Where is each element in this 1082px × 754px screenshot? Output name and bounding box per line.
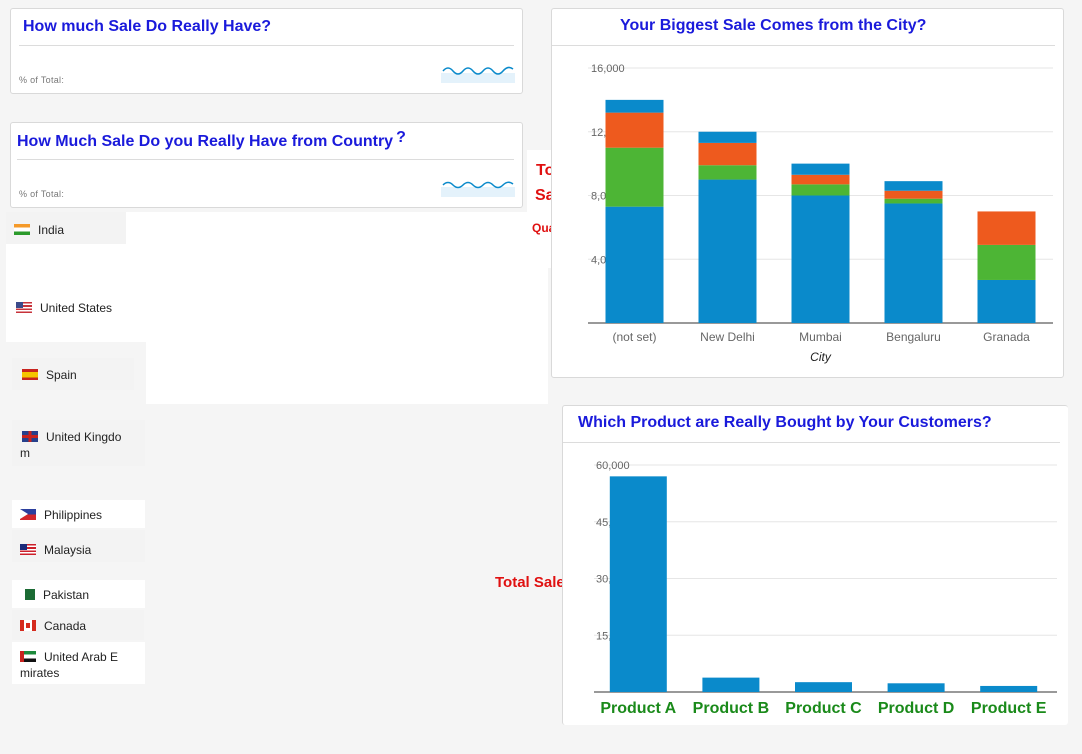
sparkline-icon	[441, 181, 515, 197]
divider	[552, 45, 1055, 46]
city-chart-title: Your Biggest Sale Comes from the City?	[620, 17, 927, 34]
country-row[interactable]: United Arab E mirates	[12, 642, 145, 684]
country-name: Malaysia	[44, 543, 92, 557]
country-name: India	[38, 223, 65, 237]
country-row[interactable]: Philippines	[12, 500, 145, 528]
scorecard-title: How Much Sale Do you Really Have from Co…	[17, 129, 406, 151]
divider	[19, 45, 514, 46]
country-name: Pakistan	[43, 588, 90, 602]
country-list-panel	[146, 340, 548, 404]
us-flag-icon	[16, 302, 32, 313]
country-name: Spain	[46, 368, 77, 382]
city-chart-card: Your Biggest Sale Comes from the City?	[551, 8, 1064, 378]
uae-flag-icon	[20, 651, 36, 662]
sparkline-icon	[441, 66, 515, 83]
divider	[17, 159, 514, 160]
philippines-flag-icon	[20, 509, 36, 520]
country-name: Philippines	[44, 508, 103, 522]
country-row[interactable]: Spain	[12, 358, 134, 390]
country-row[interactable]: India	[6, 212, 126, 244]
country-sales-scorecard: How Much Sale Do you Really Have from Co…	[10, 122, 523, 208]
total-sale-label: Total Sale	[495, 574, 565, 591]
country-row[interactable]: Pakistan	[12, 580, 145, 608]
canada-flag-icon	[20, 620, 36, 631]
country-name: United States	[40, 301, 113, 315]
percent-of-total-label: % of Total:	[19, 189, 65, 199]
scorecard-title-text: How Much Sale Do you Really Have from Co…	[17, 133, 394, 150]
country-name-line2: mirates	[20, 666, 60, 680]
percent-of-total-label: % of Total:	[19, 75, 65, 85]
divider	[563, 442, 1060, 443]
country-name: Canada	[44, 619, 87, 633]
product-chart-title: Which Product are Really Bought by Your …	[578, 414, 992, 431]
country-row[interactable]: Canada	[12, 610, 144, 640]
country-name-line1: United Arab E	[44, 650, 119, 664]
country-name-line2: m	[20, 446, 30, 460]
sales-scorecard: How much Sale Do Really Have? % of Total…	[10, 8, 523, 94]
pakistan-flag-icon	[22, 589, 35, 600]
spain-flag-icon	[22, 369, 38, 380]
country-row[interactable]: United Kingdo m	[12, 420, 145, 466]
title-question-mark: ?	[396, 129, 406, 146]
country-row[interactable]: Malaysia	[12, 530, 145, 562]
malaysia-flag-icon	[20, 544, 36, 555]
country-row[interactable]: United States	[6, 290, 146, 322]
scorecard-title: How much Sale Do Really Have?	[23, 18, 272, 35]
india-flag-icon	[14, 224, 30, 235]
uk-flag-icon	[22, 431, 38, 442]
product-chart-card: Which Product are Really Bought by Your …	[562, 405, 1068, 725]
country-name-line1: United Kingdo	[46, 430, 122, 444]
